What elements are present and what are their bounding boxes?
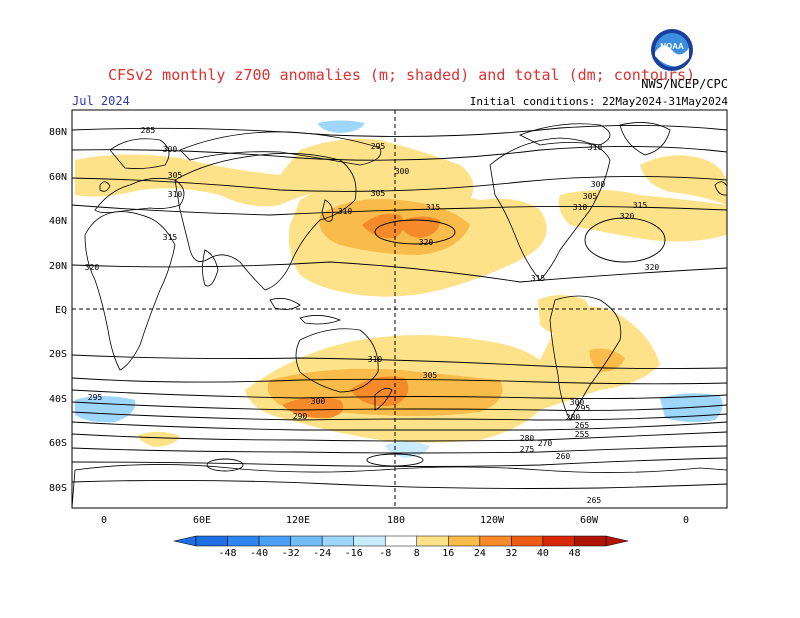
lon-label: 60W — [580, 515, 599, 526]
contour-label: 285 — [141, 126, 156, 135]
colorbar-label: 48 — [568, 548, 580, 559]
contour-label: 260 — [556, 452, 571, 461]
contour-label: 280 — [520, 434, 535, 443]
colorbar-label: 32 — [505, 548, 517, 559]
contour-label: 320 — [645, 263, 660, 272]
contour-label: 320 — [620, 212, 635, 221]
colorbar-label: -48 — [219, 548, 237, 559]
colorbar-swatch — [574, 535, 607, 547]
contour-label: 265 — [587, 496, 602, 505]
contour-label: 300 — [395, 167, 410, 176]
colorbar-swatch — [416, 535, 449, 547]
lat-label: 60N — [49, 172, 67, 183]
noaa-logo-icon: NOAA — [651, 29, 693, 71]
colorbar-label: 16 — [442, 548, 454, 559]
contour-label: 280 — [566, 413, 581, 422]
colorbar-swatch — [195, 535, 228, 547]
colorbar-swatch — [479, 535, 512, 547]
colorbar-swatch — [511, 535, 544, 547]
colorbar: -48 -40 -32 -24 -16 -8 8 16 24 32 40 48 — [173, 535, 629, 559]
contour-label: 295 — [371, 142, 386, 151]
contour-label: 300 — [163, 145, 178, 154]
contour-label: 290 — [293, 412, 308, 421]
colorbar-swatch — [227, 535, 260, 547]
contour-label: 320 — [419, 238, 434, 247]
lon-label: 180 — [387, 515, 405, 526]
lon-label: 120W — [480, 515, 505, 526]
lat-label: 20N — [49, 261, 67, 272]
contour-label: 300 — [570, 398, 585, 407]
contour-label: 315 — [163, 233, 178, 242]
colorbar-arrow-right — [605, 535, 629, 547]
agency-label: NWS/NCEP/CPC — [641, 77, 728, 91]
contour-label: 305 — [371, 189, 386, 198]
shading-layer — [75, 120, 727, 458]
latitude-labels: 80N 60N 40N 20N EQ 20S 40S 60S 80S — [49, 127, 67, 494]
contour-label: 305 — [168, 171, 183, 180]
contour-label: 305 — [423, 371, 438, 380]
colorbar-label: 24 — [474, 548, 486, 559]
lat-label: 80N — [49, 127, 67, 138]
lat-label: 40S — [49, 394, 67, 405]
longitude-labels: 0 60E 120E 180 120W 60W 0 — [101, 515, 689, 526]
contour-label: 300 — [591, 180, 606, 189]
contour-label: 310 — [573, 203, 588, 212]
lat-label: 60S — [49, 438, 67, 449]
colorbar-label: -16 — [345, 548, 363, 559]
colorbar-swatch — [542, 535, 575, 547]
initial-conditions: Initial conditions: 22May2024-31May2024 — [469, 95, 728, 108]
contour-label: 315 — [633, 201, 648, 210]
contour-label: 295 — [576, 404, 591, 413]
contour-lines — [72, 124, 727, 489]
lon-label: 0 — [683, 515, 689, 526]
contour-label: 300 — [311, 397, 326, 406]
contour-label: 315 — [531, 274, 546, 283]
colorbar-swatch — [258, 535, 291, 547]
lon-label: 0 — [101, 515, 107, 526]
contour-label: 310 — [588, 143, 603, 152]
contour-label: 270 — [538, 439, 553, 448]
colorbar-swatch — [448, 535, 481, 547]
colorbar-swatch — [353, 535, 386, 547]
lat-label: 20S — [49, 349, 67, 360]
chart-title: CFSv2 monthly z700 anomalies (m; shaded)… — [108, 66, 695, 84]
contour-label: 310 — [368, 355, 383, 364]
colorbar-swatch — [290, 535, 323, 547]
forecast-month: Jul 2024 — [72, 94, 130, 108]
logo-text: NOAA — [660, 42, 684, 51]
contour-label: 310 — [168, 190, 183, 199]
lon-label: 120E — [286, 515, 310, 526]
colorbar-arrow-left — [173, 535, 197, 547]
contour-label: 310 — [338, 207, 353, 216]
contour-label: 315 — [426, 203, 441, 212]
contour-label: 255 — [575, 430, 590, 439]
colorbar-label: -40 — [250, 548, 268, 559]
colorbar-label: -8 — [379, 548, 391, 559]
colorbar-swatch — [321, 535, 354, 547]
lat-label: EQ — [55, 305, 67, 316]
colorbar-label: 8 — [414, 548, 420, 559]
colorbar-label: 40 — [537, 548, 549, 559]
coastlines — [72, 122, 727, 508]
lat-label: 40N — [49, 216, 67, 227]
contour-label: 265 — [575, 421, 590, 430]
contour-label: 320 — [85, 263, 100, 272]
lon-label: 60E — [193, 515, 211, 526]
colorbar-swatch — [384, 535, 418, 547]
lat-label: 80S — [49, 483, 67, 494]
colorbar-label: -32 — [282, 548, 300, 559]
colorbar-label: -24 — [313, 548, 331, 559]
contour-label: 295 — [88, 393, 103, 402]
contour-label: 275 — [520, 445, 535, 454]
contour-label: 305 — [583, 192, 598, 201]
